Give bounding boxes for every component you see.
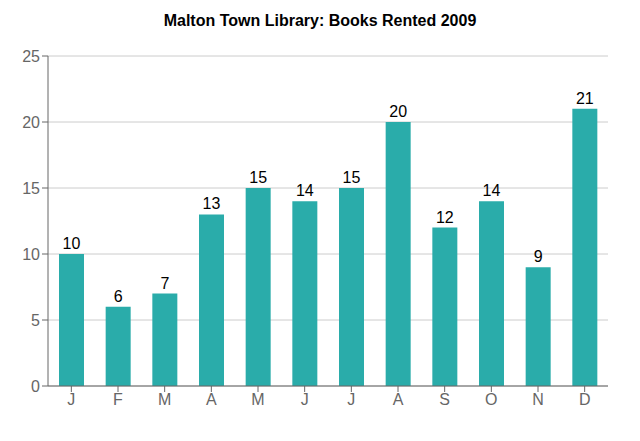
svg-text:13: 13 xyxy=(203,195,221,212)
svg-text:12: 12 xyxy=(436,209,454,226)
svg-text:6: 6 xyxy=(114,288,123,305)
svg-text:25: 25 xyxy=(22,48,40,65)
svg-text:M: M xyxy=(251,391,264,408)
svg-text:15: 15 xyxy=(22,180,40,197)
svg-text:M: M xyxy=(158,391,171,408)
svg-text:9: 9 xyxy=(534,248,543,265)
svg-text:S: S xyxy=(439,391,450,408)
svg-text:15: 15 xyxy=(249,169,267,186)
svg-text:J: J xyxy=(301,391,309,408)
svg-text:F: F xyxy=(113,391,123,408)
svg-text:J: J xyxy=(67,391,75,408)
svg-text:J: J xyxy=(347,391,355,408)
svg-text:O: O xyxy=(485,391,497,408)
svg-text:D: D xyxy=(579,391,591,408)
svg-text:21: 21 xyxy=(576,90,594,107)
html-text:Malton Town Library: Books Ren: Malton Town Library: Books Rented 2009 xyxy=(163,12,477,29)
svg-text:N: N xyxy=(532,391,544,408)
svg-text:14: 14 xyxy=(296,182,314,199)
svg-text:20: 20 xyxy=(389,103,407,120)
svg-text:10: 10 xyxy=(22,246,40,263)
svg-text:0: 0 xyxy=(31,378,40,395)
svg-text:15: 15 xyxy=(343,169,361,186)
svg-text:20: 20 xyxy=(22,114,40,131)
svg-text:14: 14 xyxy=(483,182,501,199)
svg-text:10: 10 xyxy=(63,235,81,252)
svg-text:5: 5 xyxy=(31,312,40,329)
svg-text:A: A xyxy=(393,391,404,408)
svg-text:A: A xyxy=(206,391,217,408)
svg-text:7: 7 xyxy=(160,275,169,292)
